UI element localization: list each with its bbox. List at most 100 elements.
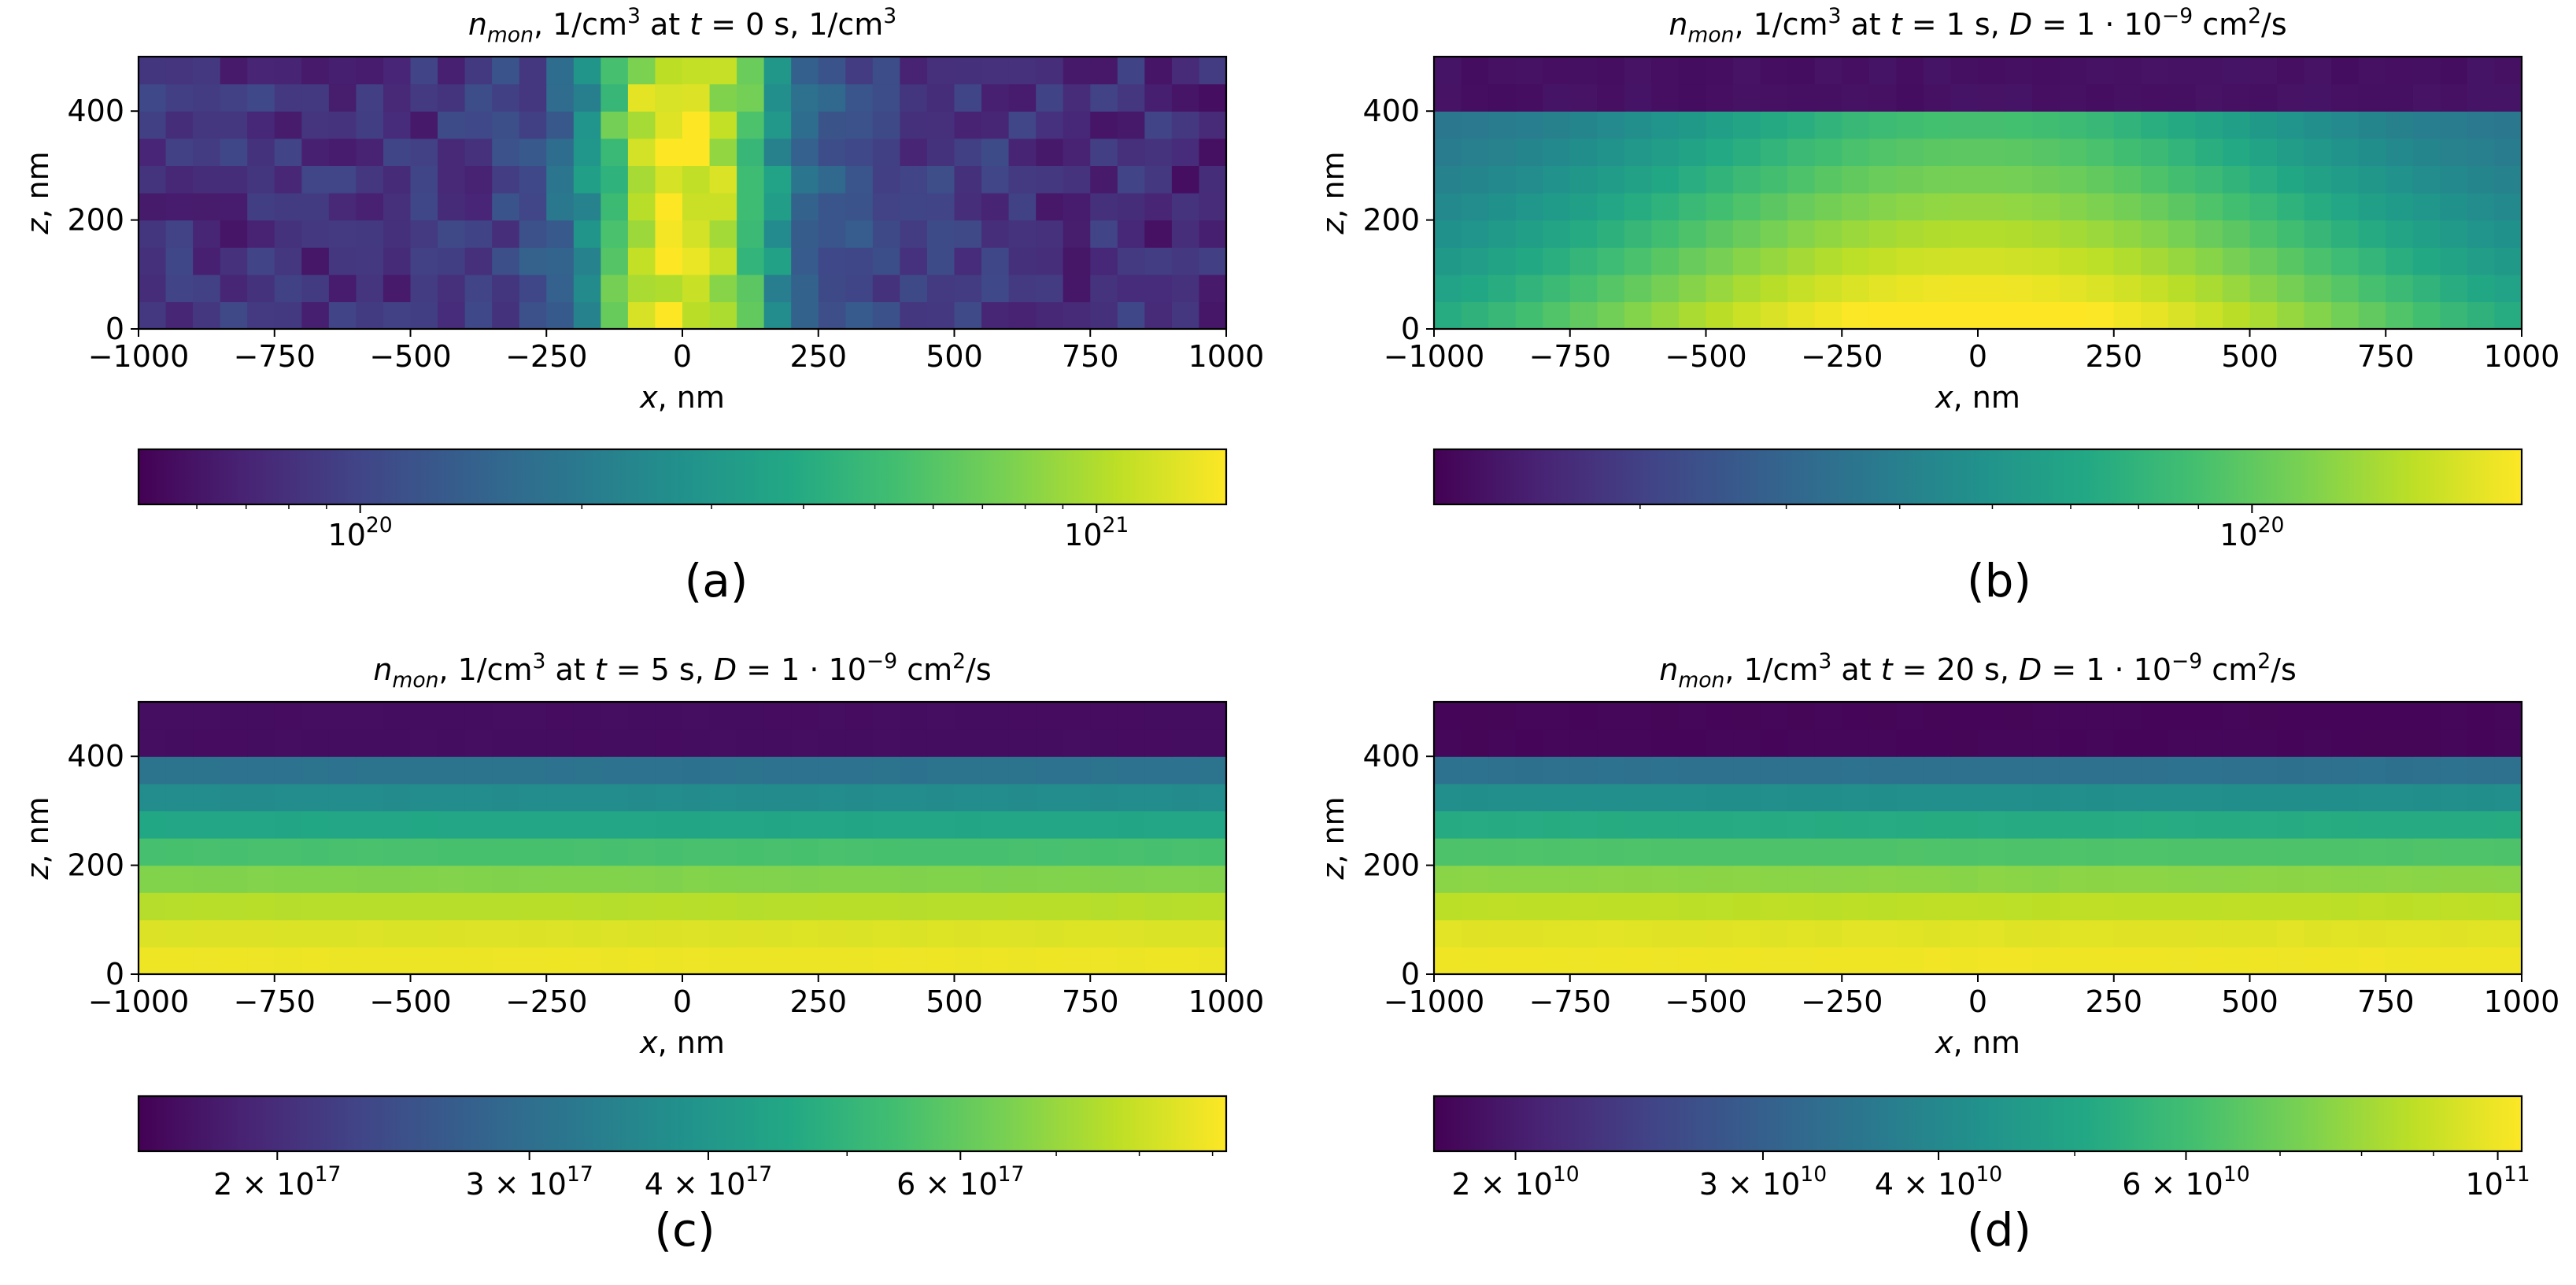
heatmap-cell	[356, 811, 384, 839]
heatmap-cell	[2467, 947, 2496, 975]
heatmap-cell	[763, 729, 792, 757]
heatmap-cell	[1896, 111, 1924, 139]
heatmap-cell	[301, 919, 330, 947]
x-tick-label: 750	[2357, 339, 2415, 374]
heatmap-cell	[2440, 165, 2468, 194]
heatmap-cell	[356, 892, 384, 921]
heatmap-cell	[1978, 111, 2006, 139]
heatmap-cell	[2222, 729, 2251, 757]
heatmap-cell	[737, 729, 765, 757]
heatmap-d	[1434, 702, 2522, 975]
heatmap-cell	[1488, 729, 1517, 757]
heatmap-cell	[1090, 220, 1118, 248]
heatmap-cell	[139, 756, 167, 785]
heatmap-cell	[2277, 138, 2305, 166]
heatmap-cell	[2005, 811, 2033, 839]
heatmap-cell	[763, 220, 792, 248]
colorbar-tick-label: 2 × 1010	[1451, 1162, 1579, 1202]
heatmap-cell	[1090, 83, 1118, 112]
heatmap-cell	[2141, 838, 2169, 866]
heatmap-cell	[1651, 811, 1680, 839]
heatmap-cell	[2032, 165, 2060, 194]
heatmap-cell	[2304, 756, 2332, 785]
heatmap-cell	[438, 247, 466, 275]
heatmap-cell	[1678, 83, 1707, 112]
heatmap-cell	[492, 247, 520, 275]
heatmap-cell	[1461, 702, 1489, 730]
heatmap-cell	[926, 247, 955, 275]
heatmap-cell	[573, 702, 601, 730]
x-tick-label: −1000	[88, 339, 190, 374]
heatmap-cell	[492, 274, 520, 302]
heatmap-cell	[1117, 811, 1145, 839]
heatmap-cell	[165, 111, 194, 139]
heatmap-cell	[2277, 83, 2305, 112]
heatmap-cell	[845, 165, 874, 194]
heatmap-cell	[2440, 301, 2468, 330]
heatmap-cell	[165, 193, 194, 221]
y-tick-label: 0	[1401, 312, 1420, 346]
heatmap-cell	[383, 865, 412, 893]
heatmap-cell	[519, 247, 547, 275]
heatmap-cell	[981, 57, 1010, 85]
heatmap-cell	[356, 729, 384, 757]
heatmap-cell	[410, 220, 438, 248]
heatmap-cell	[220, 783, 248, 811]
heatmap-cell	[763, 702, 792, 730]
heatmap-cell	[492, 702, 520, 730]
heatmap-cell	[1978, 729, 2006, 757]
heatmap-cell	[1706, 301, 1734, 330]
heatmap-cell	[1651, 138, 1680, 166]
heatmap-cell	[2222, 301, 2251, 330]
panel-a: −1000 −750 −500 −250 0 250 500 750 10000200400x,…	[20, 4, 1264, 607]
heatmap-cell	[328, 138, 357, 166]
heatmap-cell	[1569, 919, 1598, 947]
heatmap-cell	[2249, 811, 2278, 839]
heatmap-cell	[546, 57, 575, 85]
heatmap-cell	[981, 165, 1010, 194]
heatmap-cell	[1569, 729, 1598, 757]
heatmap-cell	[438, 165, 466, 194]
heatmap-cell	[1868, 301, 1897, 330]
heatmap-cell	[601, 892, 629, 921]
heatmap-cell	[682, 138, 711, 166]
heatmap-cell	[2249, 838, 2278, 866]
heatmap-cell	[818, 729, 846, 757]
heatmap-cell	[1842, 756, 1870, 785]
heatmap-cell	[2086, 83, 2115, 112]
heatmap-cell	[546, 247, 575, 275]
heatmap-cell	[1978, 947, 2006, 975]
heatmap-cell	[2141, 919, 2169, 947]
heatmap-cell	[1569, 838, 1598, 866]
heatmap-cell	[1117, 220, 1145, 248]
heatmap-cell	[926, 947, 955, 975]
heatmap-cell	[2032, 756, 2060, 785]
heatmap-cell	[383, 919, 412, 947]
heatmap-cell	[2277, 865, 2305, 893]
heatmap-cell	[2412, 57, 2441, 85]
heatmap-cell	[2195, 811, 2223, 839]
heatmap-cell	[1978, 919, 2006, 947]
heatmap-cell	[1814, 138, 1842, 166]
heatmap-cell	[791, 702, 819, 730]
heatmap-cell	[2358, 274, 2386, 302]
heatmap-cell	[1733, 57, 1761, 85]
heatmap-cell	[601, 301, 629, 330]
heatmap-cell	[1787, 838, 1816, 866]
heatmap-cell	[492, 783, 520, 811]
heatmap-cell	[1923, 702, 1952, 730]
heatmap-cell	[1760, 193, 1788, 221]
heatmap-cell	[1978, 865, 2006, 893]
heatmap-cell	[2412, 138, 2441, 166]
heatmap-cell	[2141, 892, 2169, 921]
heatmap-cell	[1117, 919, 1145, 947]
heatmap-cell	[2467, 811, 2496, 839]
heatmap-cell	[1036, 301, 1064, 330]
heatmap-cell	[1842, 193, 1870, 221]
heatmap-cell	[2304, 892, 2332, 921]
heatmap-cell	[900, 702, 928, 730]
heatmap-cell	[2005, 111, 2033, 139]
heatmap-cell	[2386, 301, 2414, 330]
heatmap-cell	[2168, 811, 2196, 839]
y-tick-label: 200	[1362, 203, 1420, 238]
